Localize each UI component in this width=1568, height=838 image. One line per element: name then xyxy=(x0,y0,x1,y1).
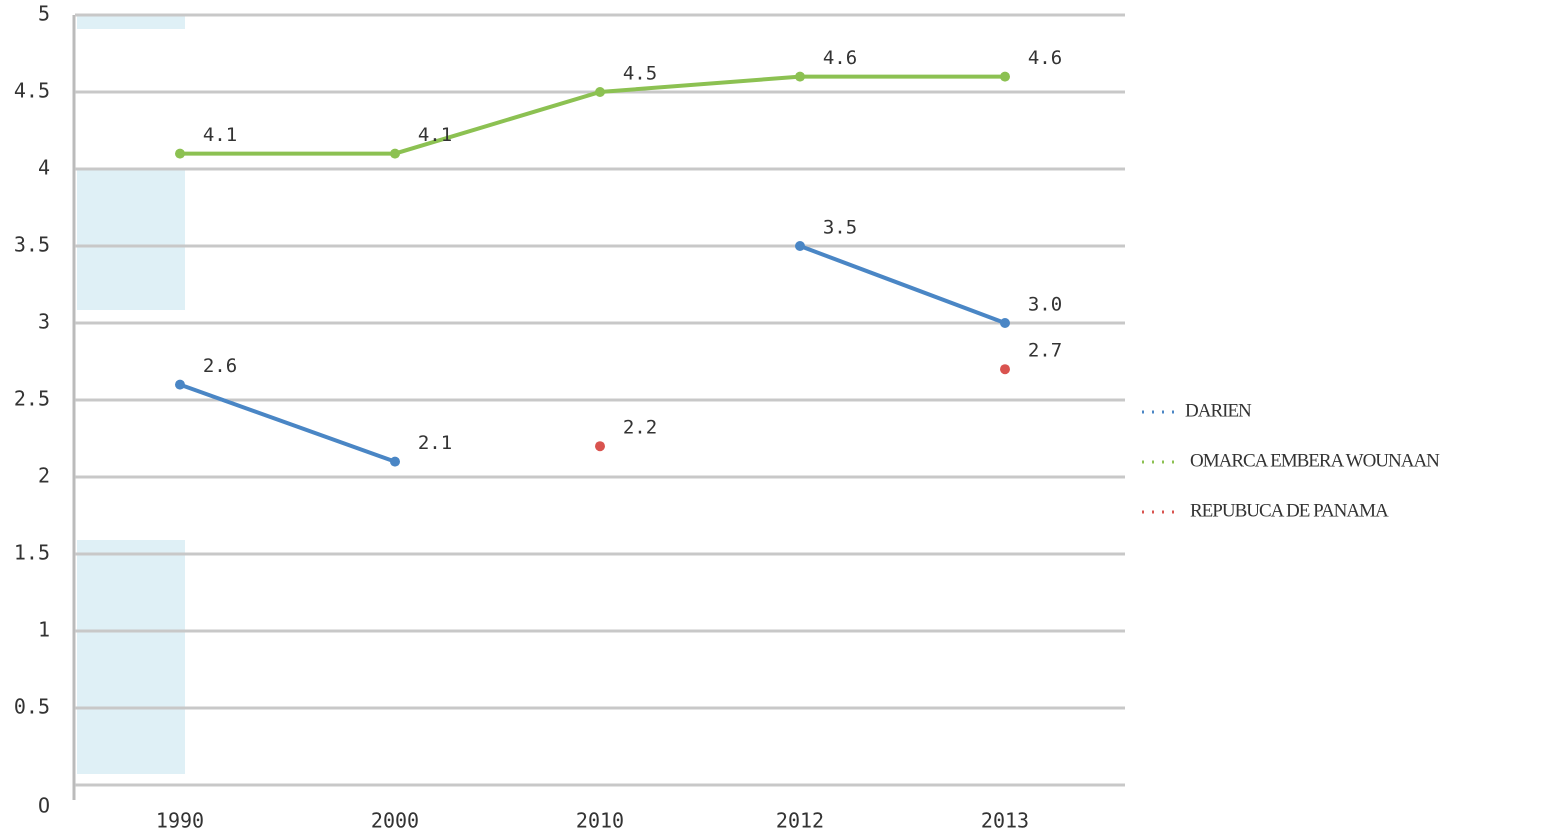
x-tick-label: 2013 xyxy=(981,809,1029,833)
value-label: 2.1 xyxy=(418,432,452,454)
y-tick-label: 4.5 xyxy=(14,79,50,103)
y-tick-label: 2 xyxy=(38,464,50,488)
x-tick-label: 2012 xyxy=(776,809,824,833)
series-line xyxy=(799,244,1006,325)
x-tick-label: 1990 xyxy=(156,809,204,833)
value-label: 3.0 xyxy=(1028,294,1062,316)
point xyxy=(595,441,605,452)
y-tick-label: 2.5 xyxy=(14,387,50,411)
x-tick-label: 2000 xyxy=(371,809,419,833)
decor xyxy=(77,540,185,774)
value-label: 2.7 xyxy=(1028,340,1062,362)
y-tick-label: 3.5 xyxy=(14,233,50,257)
decor xyxy=(77,15,185,29)
point xyxy=(390,148,400,159)
point xyxy=(1000,364,1010,375)
y-tick-label: 3 xyxy=(38,310,50,334)
point xyxy=(175,379,185,390)
point xyxy=(795,241,805,251)
y-tick-label: 4 xyxy=(38,156,50,180)
value-label: 2.2 xyxy=(623,417,657,439)
point xyxy=(390,456,400,467)
point xyxy=(1000,71,1010,82)
y-tick-label: 5 xyxy=(38,2,50,26)
value-label: 4.1 xyxy=(203,124,237,146)
value-label: 3.5 xyxy=(823,217,857,239)
value-label: 2.6 xyxy=(203,355,237,377)
legend-label: OMARCA EMBERA WOUNAAN xyxy=(1190,450,1440,471)
value-label: 4.6 xyxy=(823,47,857,69)
y-tick-label: 1 xyxy=(38,618,50,642)
point xyxy=(1000,318,1010,328)
y-tick-label: 0.5 xyxy=(14,695,50,719)
series-line xyxy=(179,382,396,464)
value-label: 4.6 xyxy=(1028,47,1062,69)
value-label: 4.1 xyxy=(418,124,452,146)
x-tick-label: 2010 xyxy=(576,809,624,833)
series-line xyxy=(180,74,1005,156)
y-tick-label: 1.5 xyxy=(14,541,50,565)
point xyxy=(595,87,605,97)
point xyxy=(175,148,185,159)
y-tick-label: O xyxy=(38,794,50,818)
legend-label: DARIEN xyxy=(1185,400,1252,421)
value-label: 4.5 xyxy=(623,63,657,85)
legend-label: REPUBUCA DE PANAMA xyxy=(1190,500,1389,521)
decor xyxy=(77,168,185,310)
point xyxy=(795,71,805,82)
